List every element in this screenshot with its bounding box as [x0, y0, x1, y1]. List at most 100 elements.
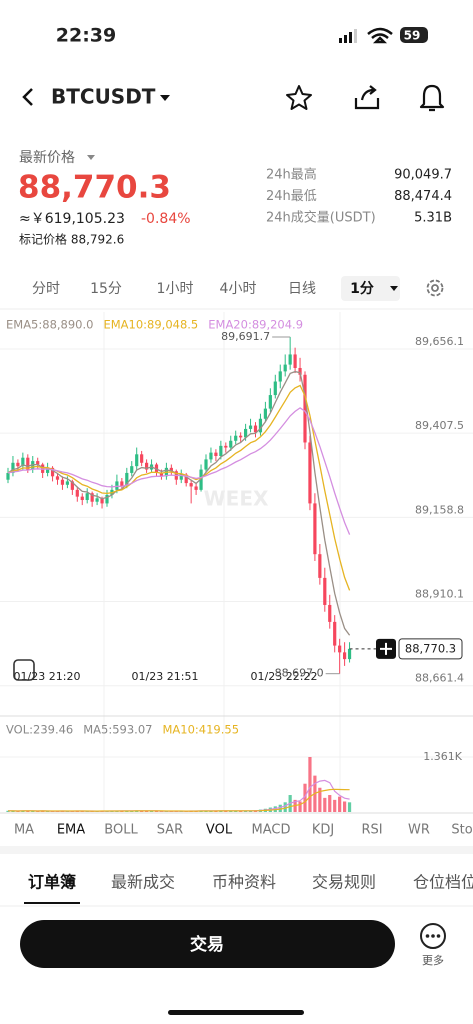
indicator-tab[interactable]: MA: [14, 823, 34, 838]
interval-tab[interactable]: 15分: [90, 281, 122, 297]
home-indicator: [168, 1010, 304, 1015]
x-tick-label: 01/23 21:51: [132, 670, 199, 683]
indicator-tab[interactable]: SAR: [157, 823, 183, 838]
candle-body: [105, 494, 109, 504]
candle-body: [90, 493, 94, 502]
candle-body: [140, 454, 144, 463]
candle-body: [80, 496, 84, 501]
candle-body: [135, 454, 139, 467]
symbol-caret[interactable]: [160, 95, 170, 101]
candle-body: [11, 462, 15, 473]
volume-bar: [318, 787, 322, 812]
interval-tab[interactable]: 1小时: [157, 281, 194, 297]
candle-body: [283, 364, 287, 372]
last-price-box: [398, 638, 463, 660]
volume-legend: VOL:239.46: [6, 723, 73, 737]
stat-value: 88,474.4: [394, 189, 452, 204]
candle-body: [303, 374, 307, 443]
tab-underline: [24, 902, 80, 904]
symbol[interactable]: BTCUSDT: [51, 85, 156, 109]
candle-body: [6, 472, 10, 480]
candle-body: [60, 479, 65, 485]
share-icon[interactable]: [354, 85, 380, 110]
ema-legend: EMA5:88,890.0: [6, 318, 93, 332]
candle-body: [347, 648, 352, 660]
y-tick-label: 89,407.5: [415, 419, 464, 432]
bottom-tab[interactable]: 订单簿: [28, 873, 76, 892]
back-button[interactable]: [22, 88, 33, 106]
candle-body: [184, 474, 188, 484]
candle-body: [308, 442, 312, 504]
candle-body: [55, 476, 60, 480]
candle-body: [273, 381, 277, 396]
candle-body: [16, 462, 20, 467]
indicator-tab[interactable]: Sto: [451, 823, 472, 838]
price-caret[interactable]: [87, 155, 95, 160]
candle-body: [125, 472, 129, 487]
candle-body: [313, 503, 317, 555]
candle-body: [115, 481, 119, 490]
battery-level: 59: [404, 29, 421, 43]
volume-bar: [149, 811, 154, 812]
battery: [400, 27, 428, 43]
y-tick-label: 88,661.4: [415, 672, 464, 685]
more-icon[interactable]: [420, 923, 446, 949]
favorite-icon[interactable]: [286, 85, 312, 110]
change-percent: -0.84%: [141, 211, 191, 227]
trade-button[interactable]: [20, 920, 395, 968]
interval-tab[interactable]: 4小时: [220, 281, 257, 297]
candle-body: [229, 440, 233, 448]
bottom-tab[interactable]: 仓位档位: [413, 873, 473, 892]
candle-body: [209, 452, 213, 460]
bottom-tab[interactable]: 交易规则: [312, 873, 376, 892]
volume-bar: [278, 804, 282, 812]
wifi: [367, 27, 393, 44]
volume-bar: [328, 795, 332, 812]
volume-ma-line: [7, 788, 350, 812]
bottom-tab[interactable]: 最新成交: [111, 873, 175, 892]
ema-line: [7, 384, 351, 591]
candle-body: [70, 481, 74, 490]
candle-body: [298, 367, 302, 375]
ema-line: [7, 407, 351, 535]
candle-body: [318, 554, 322, 578]
candle-body: [21, 457, 25, 467]
bottom-tab[interactable]: 币种资料: [212, 873, 276, 892]
x-tick-label: 01/23 21:20: [14, 670, 81, 683]
candle-body: [189, 483, 193, 487]
indicator-tab[interactable]: VOL: [206, 823, 233, 838]
settings-icon[interactable]: [426, 279, 444, 297]
indicator-tab[interactable]: KDJ: [312, 823, 334, 838]
stat-value: 5.31B: [414, 211, 452, 226]
candle-body: [31, 461, 35, 470]
candle-body: [224, 445, 228, 448]
candle-body: [204, 459, 208, 470]
trade-button-label[interactable]: 交易: [190, 934, 224, 955]
interval-caret[interactable]: [390, 286, 398, 291]
indicator-tab[interactable]: BOLL: [104, 823, 138, 838]
interval-tab[interactable]: 分时: [32, 281, 60, 297]
last-price: 88,770.3: [18, 170, 171, 206]
volume-bar: [347, 802, 352, 812]
candle-body: [26, 457, 30, 470]
interval-tab[interactable]: 日线: [288, 281, 316, 297]
more-label[interactable]: 更多: [422, 953, 444, 967]
candle-body: [293, 354, 297, 368]
candle-body: [179, 474, 183, 480]
volume-bar: [145, 811, 149, 812]
candle-body: [46, 467, 50, 473]
indicator-tab[interactable]: EMA: [57, 823, 85, 838]
indicator-tab[interactable]: WR: [408, 823, 430, 838]
interval-tab[interactable]: 1分: [350, 281, 374, 297]
volume-bar: [343, 801, 347, 812]
candle-body: [328, 604, 332, 622]
crosshair-plus[interactable]: [380, 642, 392, 655]
candle-body: [248, 425, 253, 429]
volume-tick-label: 1.361K: [423, 750, 462, 763]
alert-icon[interactable]: [419, 84, 445, 112]
indicator-tab[interactable]: RSI: [361, 823, 382, 838]
indicator-tab[interactable]: MACD: [252, 823, 291, 838]
fullscreen-icon[interactable]: [13, 659, 35, 681]
candle-body: [268, 395, 272, 409]
